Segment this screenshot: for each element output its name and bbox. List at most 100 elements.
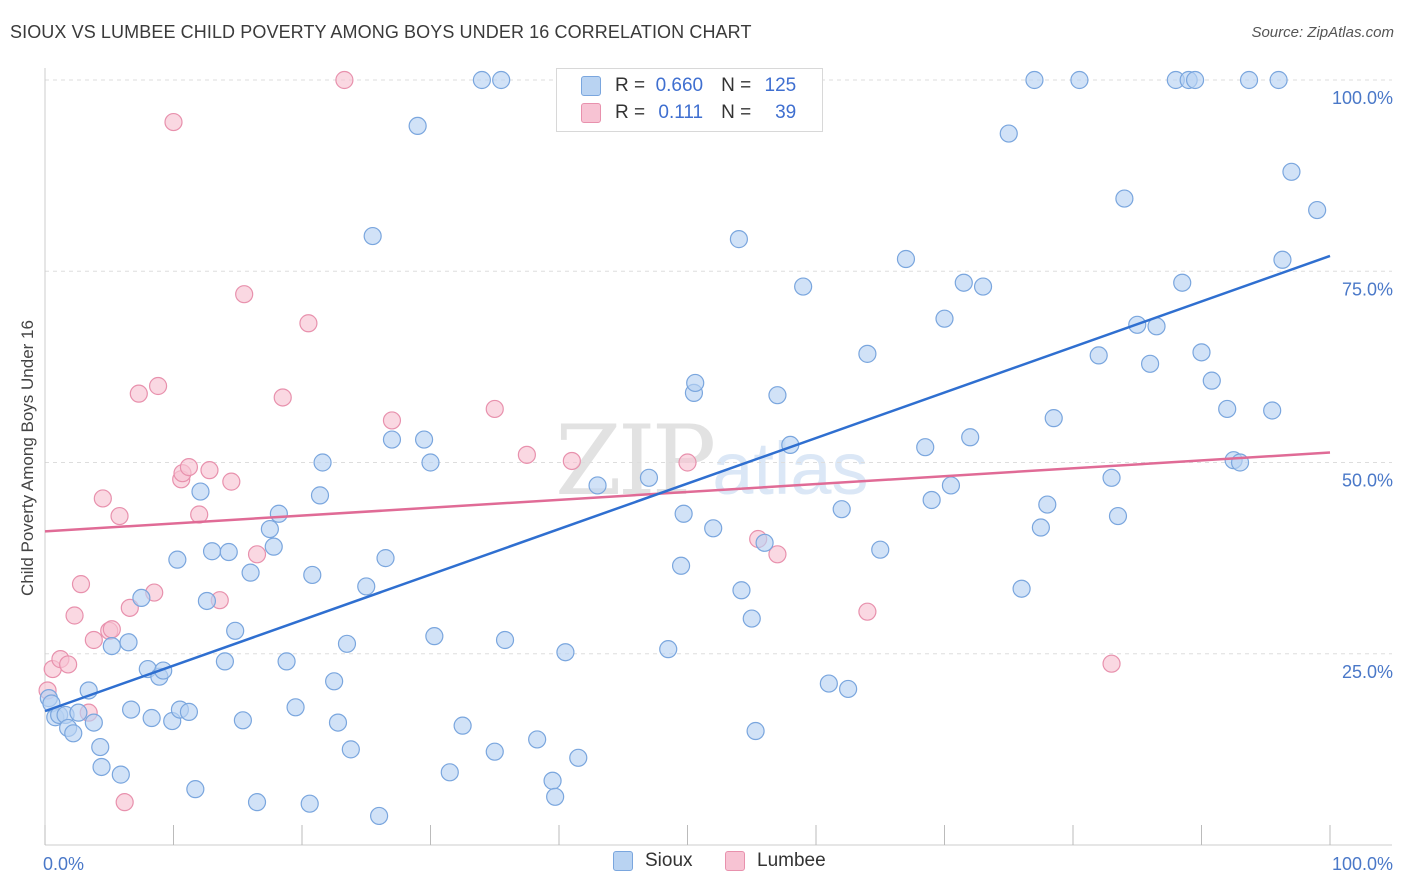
sioux-point <box>528 730 547 749</box>
sioux-point <box>69 703 88 722</box>
sioux-point <box>337 634 357 653</box>
sioux-point <box>839 679 858 699</box>
sioux-point <box>1115 189 1134 208</box>
lumbee-point <box>562 451 581 471</box>
sioux-point <box>91 737 110 757</box>
sioux-point <box>382 430 402 449</box>
lumbee-point <box>179 457 199 477</box>
sioux-point <box>922 490 941 510</box>
sioux-points <box>39 70 1327 826</box>
sioux-point <box>191 482 210 501</box>
sioux-point <box>102 636 121 656</box>
sioux-point <box>1192 343 1211 362</box>
sioux-trend-line <box>44 254 1331 713</box>
sioux-point <box>1308 200 1327 220</box>
sioux-point <box>686 373 705 393</box>
lumbee-point <box>200 461 219 480</box>
lumbee-point <box>235 285 254 304</box>
sioux-point <box>1269 70 1288 90</box>
sioux-point <box>421 453 440 472</box>
lumbee-point <box>84 630 103 650</box>
sioux-point <box>425 627 444 646</box>
trend-lines <box>44 254 1331 713</box>
sioux-point <box>241 563 260 582</box>
sioux-point <box>871 540 890 559</box>
sioux-point <box>313 453 332 472</box>
sioux-point <box>495 630 515 650</box>
sioux-point <box>999 124 1018 143</box>
sioux-point <box>588 476 607 495</box>
y-tick-label: 75.0% <box>1342 279 1393 299</box>
sioux-point <box>659 640 678 659</box>
sioux-point <box>954 273 973 292</box>
sioux-point <box>341 740 360 759</box>
sioux-point <box>303 565 322 585</box>
sioux-point <box>1185 70 1205 90</box>
sioux-point <box>1070 70 1089 90</box>
sioux-point <box>92 757 111 777</box>
sioux-point <box>858 344 877 363</box>
series-legend: Sioux Lumbee <box>0 850 1406 878</box>
legend-sioux-r: 0.660 <box>655 75 704 96</box>
sioux-point <box>84 713 103 732</box>
y-tick-labels: 25.0% 50.0% 75.0% 100.0% <box>1332 88 1393 682</box>
legend-row-sioux: R = 0.660 N = 125 <box>581 73 796 99</box>
axes <box>44 68 1392 846</box>
lumbee-point <box>335 70 354 90</box>
legend-sioux-n: 125 <box>764 75 797 96</box>
sioux-point <box>729 230 749 249</box>
sioux-point <box>742 609 761 628</box>
sioux-point <box>1218 399 1237 419</box>
sioux-point <box>1012 579 1031 598</box>
sioux-point <box>1102 468 1121 487</box>
sioux-point <box>1202 371 1221 390</box>
legend-row-lumbee: R = 0.111 N = 39 <box>581 100 796 126</box>
sioux-point <box>485 742 504 761</box>
lumbee-trend-line <box>44 451 1331 533</box>
lumbee-point <box>120 598 139 617</box>
sioux-point <box>142 708 161 728</box>
sioux-point <box>325 672 344 691</box>
sioux-point <box>269 504 288 523</box>
sioux-point <box>546 787 565 806</box>
lumbee-point <box>382 411 402 430</box>
lumbee-point <box>858 602 877 621</box>
sioux-point <box>1044 409 1063 428</box>
sioux-point <box>277 652 296 671</box>
lumbee-point <box>678 453 697 472</box>
lumbee-swatch <box>581 103 601 123</box>
sioux-point <box>916 438 935 457</box>
sioux-point <box>233 711 252 730</box>
lumbee-point <box>768 545 787 564</box>
lumbee-point <box>148 376 168 396</box>
sioux-point <box>260 519 279 539</box>
sioux-point <box>370 806 389 826</box>
sioux-point <box>1038 495 1057 514</box>
sioux-point <box>168 550 187 569</box>
sioux-point <box>1031 518 1050 537</box>
sioux-point <box>941 476 961 495</box>
sioux-point <box>202 542 222 561</box>
legend-item-lumbee: Lumbee <box>725 850 826 872</box>
legend-lumbee-r: 0.111 <box>658 102 704 123</box>
sioux-point <box>1140 354 1160 373</box>
sioux-point <box>1239 70 1259 90</box>
lumbee-point <box>59 655 78 674</box>
sioux-point <box>186 780 205 799</box>
sioux-point <box>1089 346 1108 365</box>
sioux-point <box>363 226 382 246</box>
sioux-point <box>935 309 954 328</box>
sioux-point <box>492 70 511 90</box>
sioux-point <box>896 249 916 269</box>
sioux-point <box>64 724 83 743</box>
sioux-point <box>671 556 691 575</box>
sioux-point <box>286 698 305 717</box>
sioux-point <box>1282 162 1301 181</box>
sioux-point <box>794 277 813 296</box>
sioux-point <box>556 643 575 662</box>
y-tick-label: 25.0% <box>1342 662 1393 682</box>
sioux-point <box>746 721 765 741</box>
legend-n-label: N = <box>721 102 752 123</box>
legend-r-label: R = <box>615 75 646 96</box>
